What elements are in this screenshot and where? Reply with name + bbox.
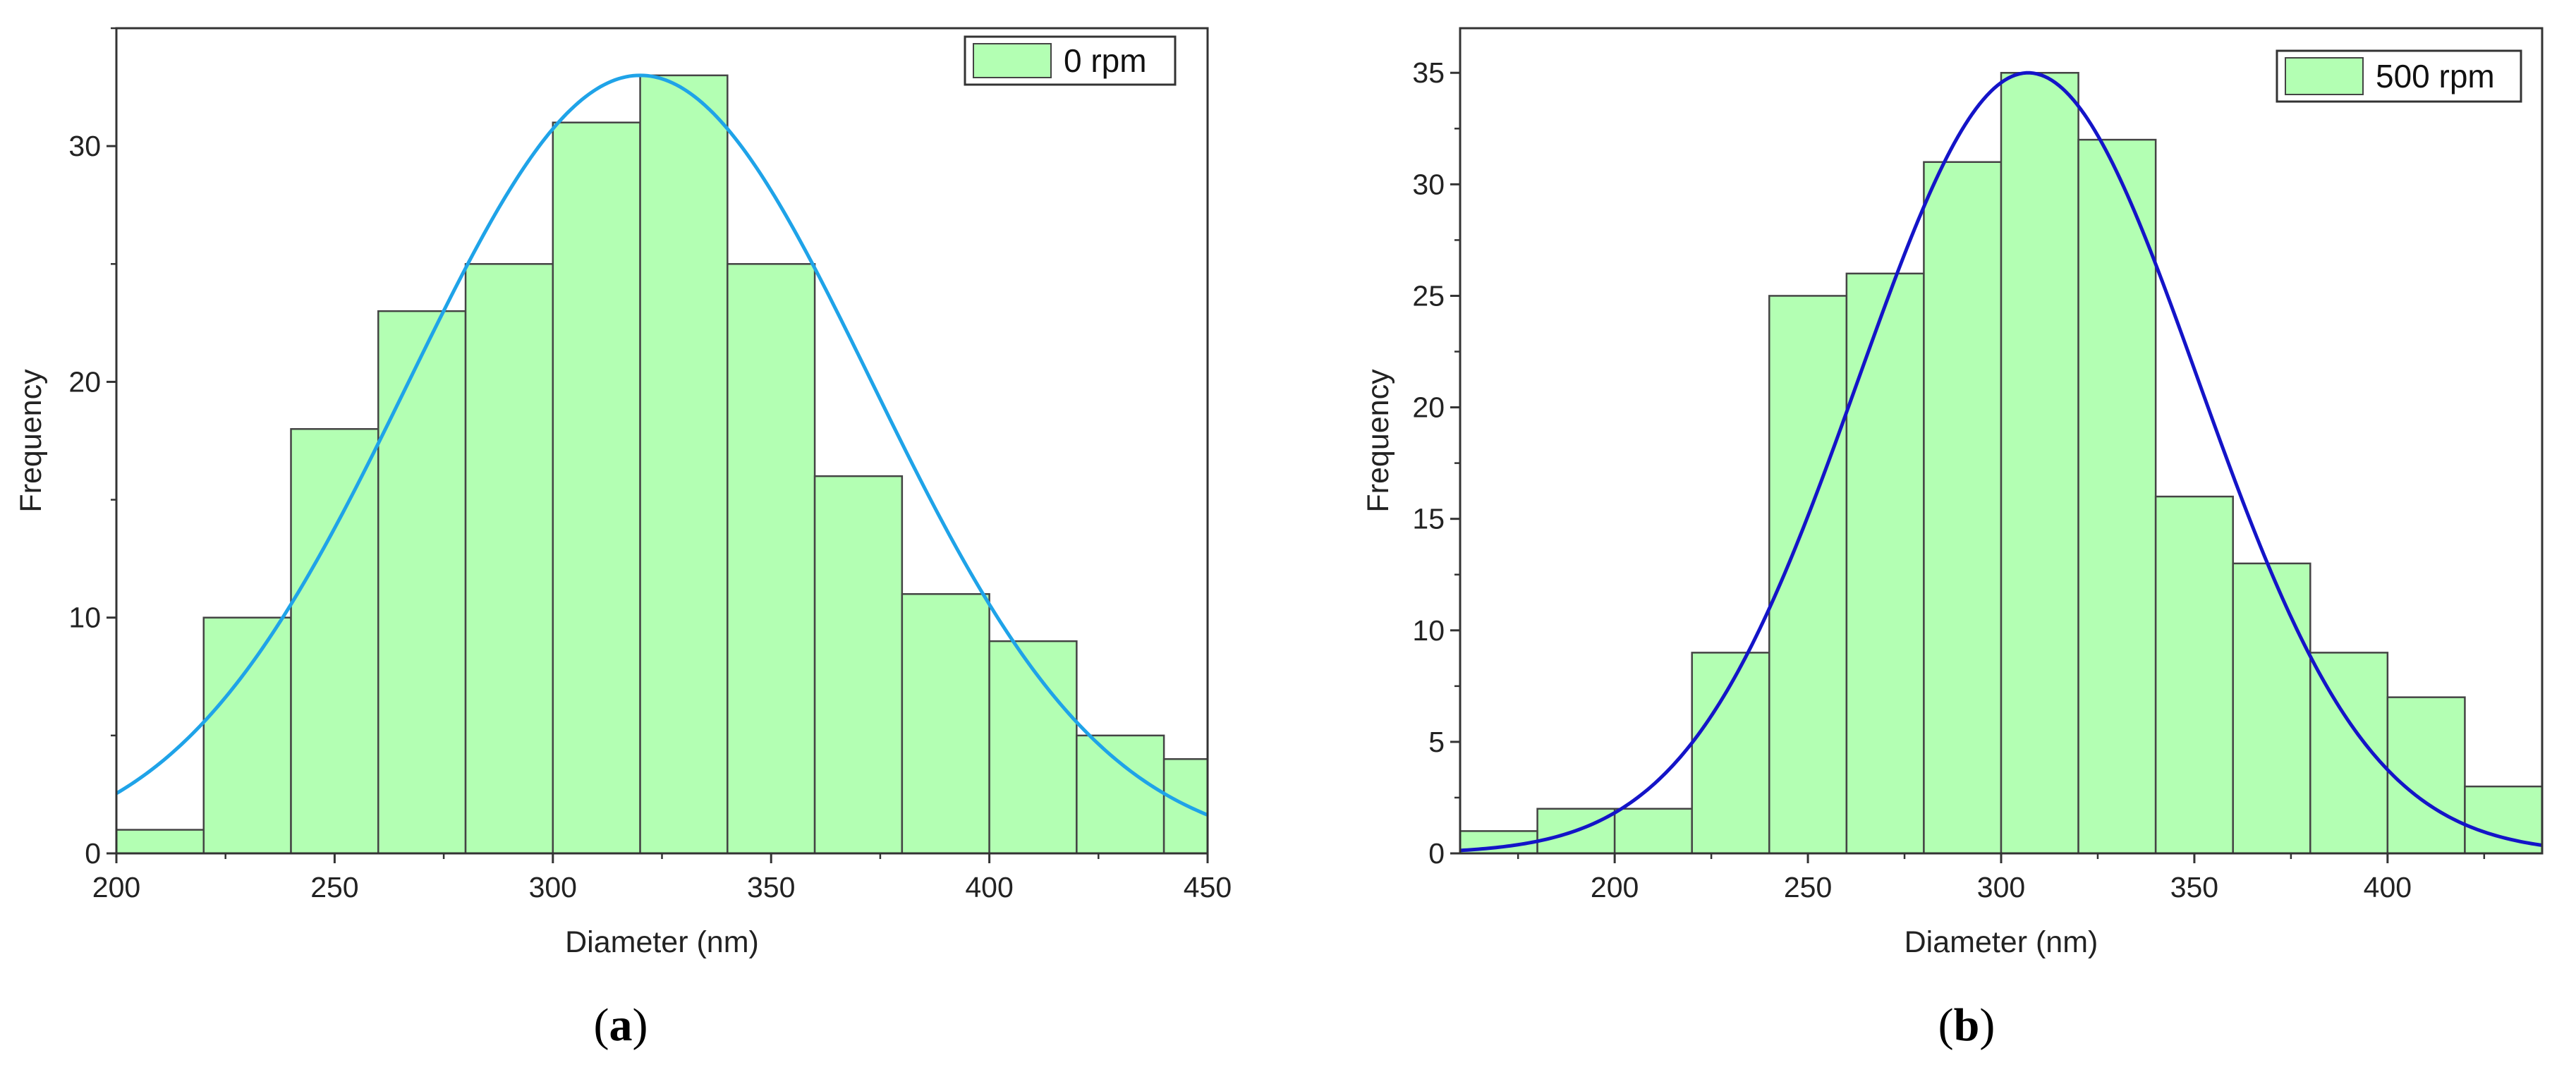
axis-ticks-a: 200 250 300 350 400 450 0 10 20 30 [68,27,1232,903]
panel-letter-b: b [1954,999,1980,1051]
y-tick-label-b-1: 5 [1428,726,1445,758]
bar-a-10 [988,640,1078,855]
x-tick-label-b-1: 250 [1784,871,1832,903]
panel-letter-a: a [609,999,633,1051]
legend-b: 500 rpm [2276,49,2522,103]
x-tick-label-a-1: 250 [310,871,358,903]
panel-label-b: (b) [1938,999,1995,1051]
x-tick-label-b-2: 300 [1977,871,2025,903]
legend-swatch-a [973,43,1052,78]
fit-curve-b [1459,71,2543,853]
bar-a-2 [290,428,379,855]
x-tick-label-a-2: 300 [529,871,577,903]
bar-b-10 [2232,562,2311,855]
y-axis-label-b: Frequency [1361,369,1395,513]
y-tick-label-b-4: 20 [1412,391,1445,424]
bar-b-2 [1613,808,1693,855]
x-tick-label-b-3: 350 [2170,871,2218,903]
legend-label-b: 500 rpm [2376,58,2495,95]
y-tick-label-b-5: 25 [1412,279,1445,312]
bar-a-8 [813,475,904,855]
fit-curve-a [115,73,1208,817]
bar-b-9 [2154,495,2234,855]
bar-a-1 [202,616,292,855]
bars-b [1459,71,2544,855]
bar-b-5 [1845,272,1925,855]
bar-b-8 [2077,138,2157,855]
y-tick-label-a-1: 10 [68,602,101,634]
y-tick-label-b-0: 0 [1428,837,1445,870]
panel-label-a: (a) [594,999,648,1051]
legend-label-a: 0 rpm [1064,42,1147,79]
bar-a-5 [552,121,641,855]
x-tick-label-b-0: 200 [1591,871,1639,903]
x-axis-label-b: Diameter (nm) [1904,925,2098,959]
bar-a-3 [377,310,467,855]
bars-a [115,74,1209,855]
bar-b-12 [2386,696,2466,855]
y-tick-label-b-6: 30 [1412,168,1445,200]
y-tick-label-b-7: 35 [1412,56,1445,89]
bar-b-11 [2309,652,2389,855]
y-tick-label-a-0: 0 [85,837,101,870]
bar-a-11 [1076,734,1165,855]
x-tick-label-a-0: 200 [92,871,140,903]
bar-b-7 [2000,71,2079,855]
y-tick-label-b-2: 10 [1412,614,1445,647]
x-tick-label-a-4: 400 [965,871,1013,903]
bar-a-7 [727,263,816,855]
bar-b-4 [1768,295,1848,855]
bar-a-0 [115,829,205,855]
x-tick-label-a-3: 350 [747,871,795,903]
legend-swatch-b [2285,57,2364,95]
bar-a-4 [464,263,554,855]
y-tick-label-a-2: 20 [68,365,101,398]
y-axis-label-a: Frequency [14,369,48,513]
x-tick-label-a-5: 450 [1184,871,1232,903]
y-tick-label-b-3: 15 [1412,503,1445,535]
bar-b-6 [1923,161,2003,855]
bar-a-6 [639,74,729,855]
x-tick-label-b-4: 400 [2364,871,2412,903]
y-tick-label-a-3: 30 [68,130,101,162]
axis-ticks-b: 200 250 300 350 400 0 5 10 15 20 25 30 35 [1412,56,2486,903]
x-axis-label-a: Diameter (nm) [565,925,759,959]
histogram-panel-b: 200 250 300 350 400 0 5 10 15 20 25 30 35 Diameter (… [1361,27,2544,1051]
legend-a: 0 rpm [964,35,1177,86]
bar-a-9 [901,593,990,855]
